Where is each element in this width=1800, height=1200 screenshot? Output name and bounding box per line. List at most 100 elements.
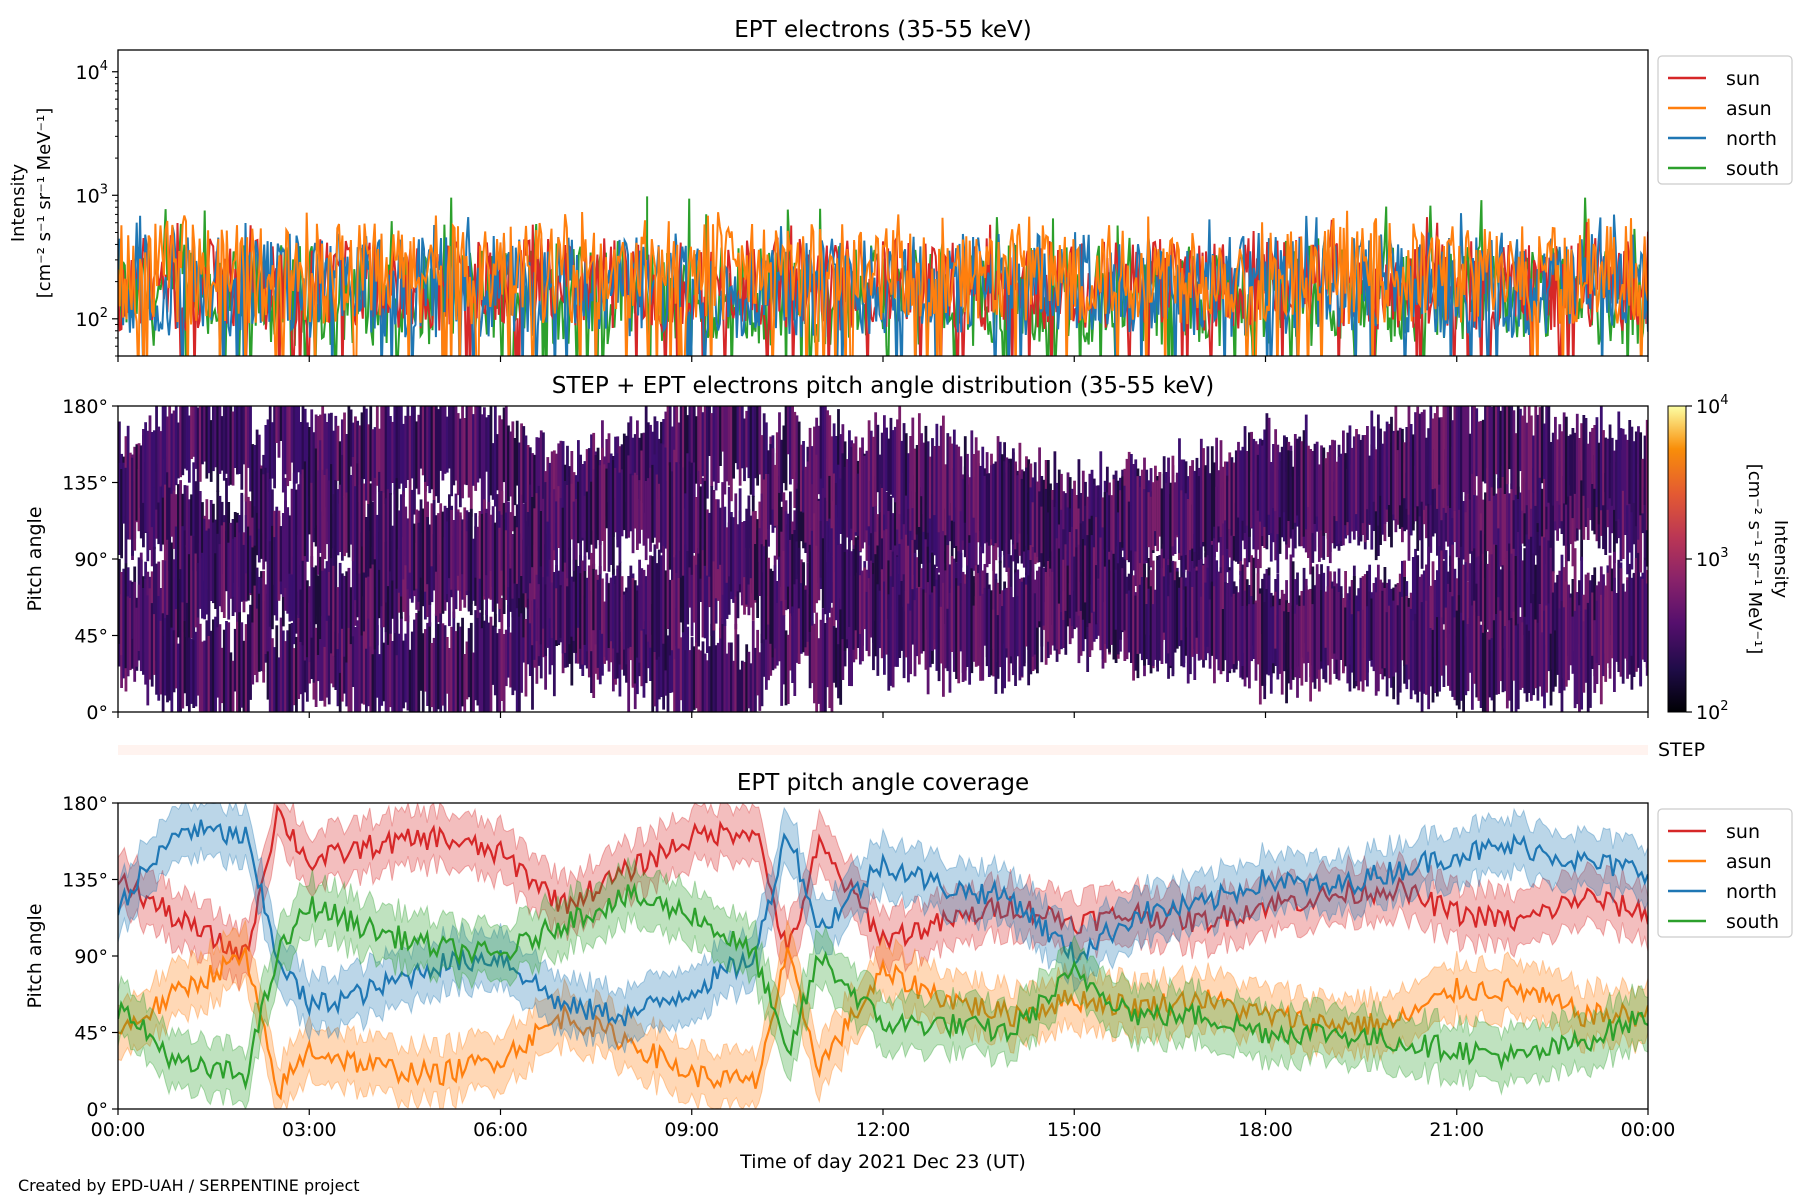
heatmap-cell [1221, 466, 1225, 524]
heatmap-cell [1599, 406, 1603, 511]
heatmap-cell [878, 590, 882, 649]
heatmap-cell [1272, 606, 1275, 664]
heatmap-cell [174, 406, 178, 486]
heatmap-cell [1191, 587, 1194, 657]
heatmap-cell [861, 437, 864, 542]
heatmap-cell [1243, 590, 1247, 687]
heatmap-cell [1473, 406, 1476, 495]
heatmap-cell [1344, 453, 1347, 526]
heatmap-cell [1053, 507, 1057, 602]
heatmap-cell [629, 473, 633, 532]
heatmap-cell [1532, 594, 1535, 696]
heatmap-cell [690, 406, 694, 474]
heatmap-cell [1309, 588, 1312, 702]
heatmap-cell [1468, 563, 1472, 654]
heatmap-cell [281, 630, 285, 712]
heatmap-cell [1503, 626, 1507, 692]
heatmap-cell [1481, 419, 1485, 482]
heatmap-cell [299, 623, 303, 695]
heatmap-cell [218, 495, 222, 577]
heatmap-cell [1497, 597, 1500, 695]
heatmap-cell [782, 615, 786, 685]
heatmap-cell [546, 556, 550, 648]
heatmap-cell [863, 455, 867, 543]
heatmap-cell [738, 488, 742, 585]
heatmap-cell [408, 487, 412, 573]
heatmap-cell [1285, 600, 1288, 704]
heatmap-cell [959, 583, 963, 650]
heatmap-cell [1049, 483, 1052, 577]
heatmap-cell [181, 526, 185, 634]
heatmap-cell [896, 505, 899, 592]
heatmap-cell [856, 539, 860, 648]
heatmap-cell [601, 447, 604, 541]
heatmap-cell [284, 641, 287, 712]
heatmap-cell [1477, 476, 1481, 579]
heatmap-cell [670, 564, 674, 651]
heatmap-cell [159, 620, 163, 695]
heatmap-cell [362, 596, 366, 705]
heatmap-cell [1429, 406, 1433, 506]
heatmap-cell [161, 485, 165, 545]
heatmap-cell [1208, 473, 1212, 566]
heatmap-cell [1510, 553, 1514, 620]
heatmap-cell [889, 417, 893, 495]
heatmap-cell [443, 505, 447, 600]
heatmap-cell [920, 487, 923, 564]
heatmap-cell [290, 488, 294, 575]
heatmap-cell [981, 593, 985, 681]
heatmap-cell [657, 483, 661, 543]
heatmap-cell [1046, 512, 1050, 587]
heatmap-cell [406, 518, 410, 590]
heatmap-cell [1468, 495, 1472, 554]
heatmap-cell [1197, 476, 1201, 574]
heatmap-cell [1418, 413, 1422, 517]
heatmap-cell [817, 638, 821, 704]
heatmap-cell [697, 406, 700, 509]
heatmap-cell [229, 406, 233, 485]
heatmap-cell [509, 632, 513, 688]
heatmap-cell [1481, 632, 1485, 712]
heatmap-cell [1282, 435, 1286, 513]
heatmap-cell [1228, 452, 1232, 529]
heatmap-cell [531, 600, 534, 710]
heatmap-cell [677, 481, 681, 578]
heatmap-cell [1626, 480, 1629, 575]
heatmap-cell [1610, 437, 1614, 506]
heatmap-cell [528, 576, 532, 676]
heatmap-cell [1156, 560, 1159, 672]
heatmap-cell [1092, 547, 1096, 612]
heatmap-cell [1073, 556, 1076, 628]
heatmap-cell [629, 565, 633, 647]
heatmap-cell [789, 539, 792, 627]
heatmap-cell [736, 634, 740, 712]
heatmap-cell [675, 555, 679, 646]
heatmap-cell [664, 411, 668, 471]
heatmap-cell [522, 426, 526, 504]
heatmap-cell [858, 447, 862, 552]
heatmap-cell [402, 423, 405, 497]
heatmap-cell [301, 551, 305, 646]
heatmap-cell [542, 498, 545, 578]
heatmap-cell [1637, 426, 1640, 540]
heatmap-cell [1328, 448, 1332, 564]
heatmap-cell [1357, 611, 1361, 691]
heatmap-cell [157, 561, 161, 630]
heatmap-cell [378, 428, 381, 492]
heatmap-cell [1182, 589, 1186, 668]
heatmap-cell [301, 469, 305, 561]
heatmap-cell [1556, 439, 1559, 502]
heatmap-cell [1116, 563, 1120, 655]
heatmap-cell [452, 611, 456, 712]
heatmap-cell [1090, 535, 1094, 613]
heatmap-cell [1379, 450, 1382, 545]
heatmap-cell [1265, 589, 1269, 675]
heatmap-cell [185, 545, 189, 637]
heatmap-cell [152, 546, 156, 646]
heatmap-cell [1516, 532, 1520, 648]
heatmap-cell [288, 406, 292, 481]
heatmap-cell [216, 406, 220, 492]
heatmap-cell [323, 475, 327, 560]
heatmap-cell [708, 406, 711, 456]
heatmap-cell [364, 625, 368, 712]
